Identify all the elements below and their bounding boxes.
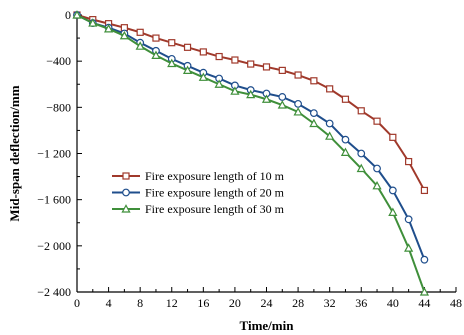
series-line [76, 14, 426, 293]
data-point [246, 89, 256, 99]
data-point [182, 65, 193, 75]
data-point [231, 56, 239, 64]
data-point [278, 66, 286, 75]
legend-label: Fire exposure length of 10 m [145, 169, 285, 183]
data-point [309, 118, 319, 128]
x-tick-label: 36 [355, 296, 367, 310]
data-point [356, 163, 366, 173]
legend: Fire exposure length of 10 m Fire exposur… [112, 169, 285, 216]
data-point [198, 72, 208, 81]
data-point [151, 50, 161, 59]
data-point [294, 71, 302, 79]
data-point [372, 180, 382, 190]
data-point [325, 131, 335, 140]
legend-marker [121, 204, 131, 213]
data-point [277, 100, 287, 109]
x-tick-label: 48 [450, 296, 462, 310]
data-point [72, 10, 82, 19]
data-point [388, 186, 397, 195]
data-point [215, 52, 223, 61]
data-point [199, 48, 207, 56]
data-point [419, 287, 430, 296]
data-point [405, 157, 413, 166]
x-tick-label: 44 [418, 296, 430, 310]
x-tick-label: 0 [74, 296, 80, 310]
legend-item-1: Fire exposure length of 10 m [112, 169, 285, 183]
data-point [152, 34, 160, 42]
x-tick-label: 4 [106, 296, 112, 310]
data-point [214, 79, 224, 88]
series-line [76, 14, 426, 261]
series-3 [72, 10, 430, 296]
data-point [278, 93, 287, 101]
data-point [168, 39, 176, 47]
x-tick-label: 24 [261, 296, 273, 310]
data-point [88, 18, 98, 27]
data-point [136, 28, 144, 36]
y-axis-label: Mid-span deflection/mm [7, 85, 22, 221]
data-point [404, 243, 414, 252]
x-axis-label: Time/min [240, 318, 295, 333]
legend-marker [122, 188, 130, 197]
data-point [388, 207, 398, 216]
x-tick-label: 8 [137, 296, 143, 310]
data-point [230, 86, 240, 95]
y-tick-label: −2 400 [37, 285, 71, 299]
axes [76, 15, 456, 293]
data-point [119, 30, 129, 40]
data-point [373, 117, 381, 125]
data-point [310, 77, 318, 85]
series-lines [72, 10, 430, 296]
data-point [357, 149, 366, 158]
y-tick-label: −1 600 [37, 193, 71, 207]
data-point [404, 215, 413, 224]
data-point [309, 109, 318, 118]
legend-marker [122, 172, 130, 180]
y-tick-label: −800 [46, 100, 71, 114]
x-tick-label: 28 [292, 296, 304, 310]
data-point [420, 255, 429, 264]
x-tick-label: 32 [324, 296, 336, 310]
data-point [326, 85, 334, 93]
legend-item-2: Fire exposure length of 20 m [112, 186, 285, 200]
data-point [341, 95, 350, 103]
data-point [103, 23, 114, 33]
data-point [261, 94, 272, 103]
data-point [167, 58, 177, 68]
data-point [420, 186, 429, 195]
legend-item-3: Fire exposure length of 30 m [112, 202, 285, 216]
ticks: 0 4 8 12 16 20 24 28 32 36 40 44 480−400−800−1 200−1… [37, 8, 462, 310]
data-point [389, 133, 397, 141]
data-point [183, 43, 192, 51]
data-point [325, 119, 334, 128]
y-tick-label: 0 [65, 8, 71, 22]
data-point [340, 147, 351, 156]
y-tick-label: −400 [46, 54, 71, 68]
data-point [135, 41, 145, 50]
y-tick-label: −2 000 [37, 239, 71, 253]
data-point [341, 135, 350, 144]
x-tick-label: 20 [229, 296, 241, 310]
data-point [293, 107, 303, 116]
legend-label: Fire exposure length of 30 m [145, 202, 285, 216]
series-2 [73, 11, 429, 264]
data-point [373, 164, 381, 173]
y-tick-label: −1 200 [37, 147, 71, 161]
data-point [247, 60, 255, 68]
data-point [357, 107, 365, 115]
x-tick-label: 16 [197, 296, 209, 310]
data-point [294, 99, 302, 108]
legend-label: Fire exposure length of 20 m [145, 186, 285, 200]
data-point [262, 63, 271, 71]
x-tick-label: 12 [166, 296, 178, 310]
x-tick-label: 40 [387, 296, 399, 310]
